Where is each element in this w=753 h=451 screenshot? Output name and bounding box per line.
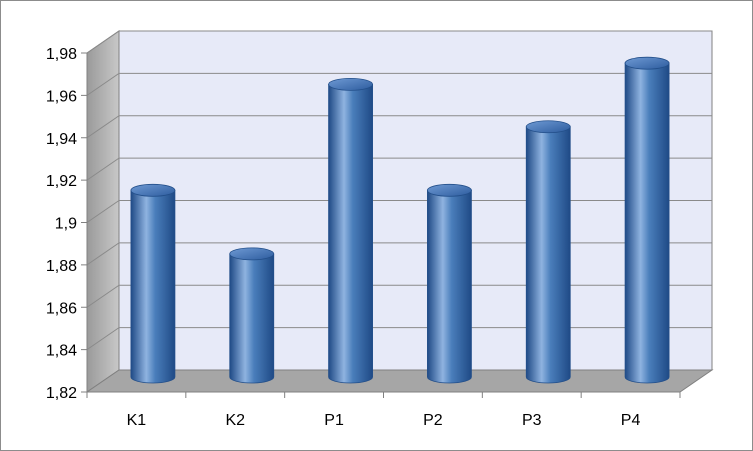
bar-P3 (525, 120, 571, 384)
y-tick-label: 1,96 (46, 88, 77, 105)
gridline-side (86, 72, 120, 96)
gridline-side (86, 284, 120, 308)
bar-body (427, 189, 472, 384)
bar-P2 (427, 183, 472, 384)
bar-cap (624, 56, 670, 70)
bar-cap (525, 120, 571, 134)
gridline-side (86, 115, 120, 139)
gridline-side (86, 30, 120, 54)
bar-cap (427, 183, 472, 197)
bar-body (130, 189, 176, 384)
y-tick-label: 1,88 (46, 258, 77, 275)
gridline-side (86, 242, 120, 266)
y-tick-label: 1,92 (46, 173, 77, 190)
bar-body (624, 62, 670, 384)
y-tick-label: 1,94 (46, 131, 77, 148)
bar-P4 (624, 56, 670, 384)
bar-K2 (229, 247, 275, 384)
bar-P1 (328, 77, 373, 384)
x-tick-label: P4 (621, 412, 641, 429)
x-tick-label: P1 (324, 412, 344, 429)
y-tick-label: 1,9 (55, 216, 77, 233)
bar-body (229, 253, 275, 384)
gridline-side (86, 327, 120, 351)
bar-cap (328, 77, 373, 91)
bar-body (328, 83, 373, 384)
x-tick-label: K2 (225, 412, 245, 429)
bar-cap (229, 247, 275, 261)
gridline-side (86, 157, 120, 181)
gridline-side (86, 200, 120, 223)
bar-cap (130, 183, 176, 197)
y-tick-label: 1,84 (46, 343, 77, 360)
x-tick-label: K1 (127, 412, 147, 429)
bar-K1 (130, 183, 176, 384)
bar-body (525, 126, 571, 384)
y-tick-label: 1,98 (46, 46, 77, 63)
y-tick-label: 1,86 (46, 300, 77, 317)
x-tick-label: P3 (522, 412, 542, 429)
y-tick-label: 1,82 (46, 385, 77, 402)
floor (85, 369, 714, 393)
x-tick-label: P2 (423, 412, 443, 429)
